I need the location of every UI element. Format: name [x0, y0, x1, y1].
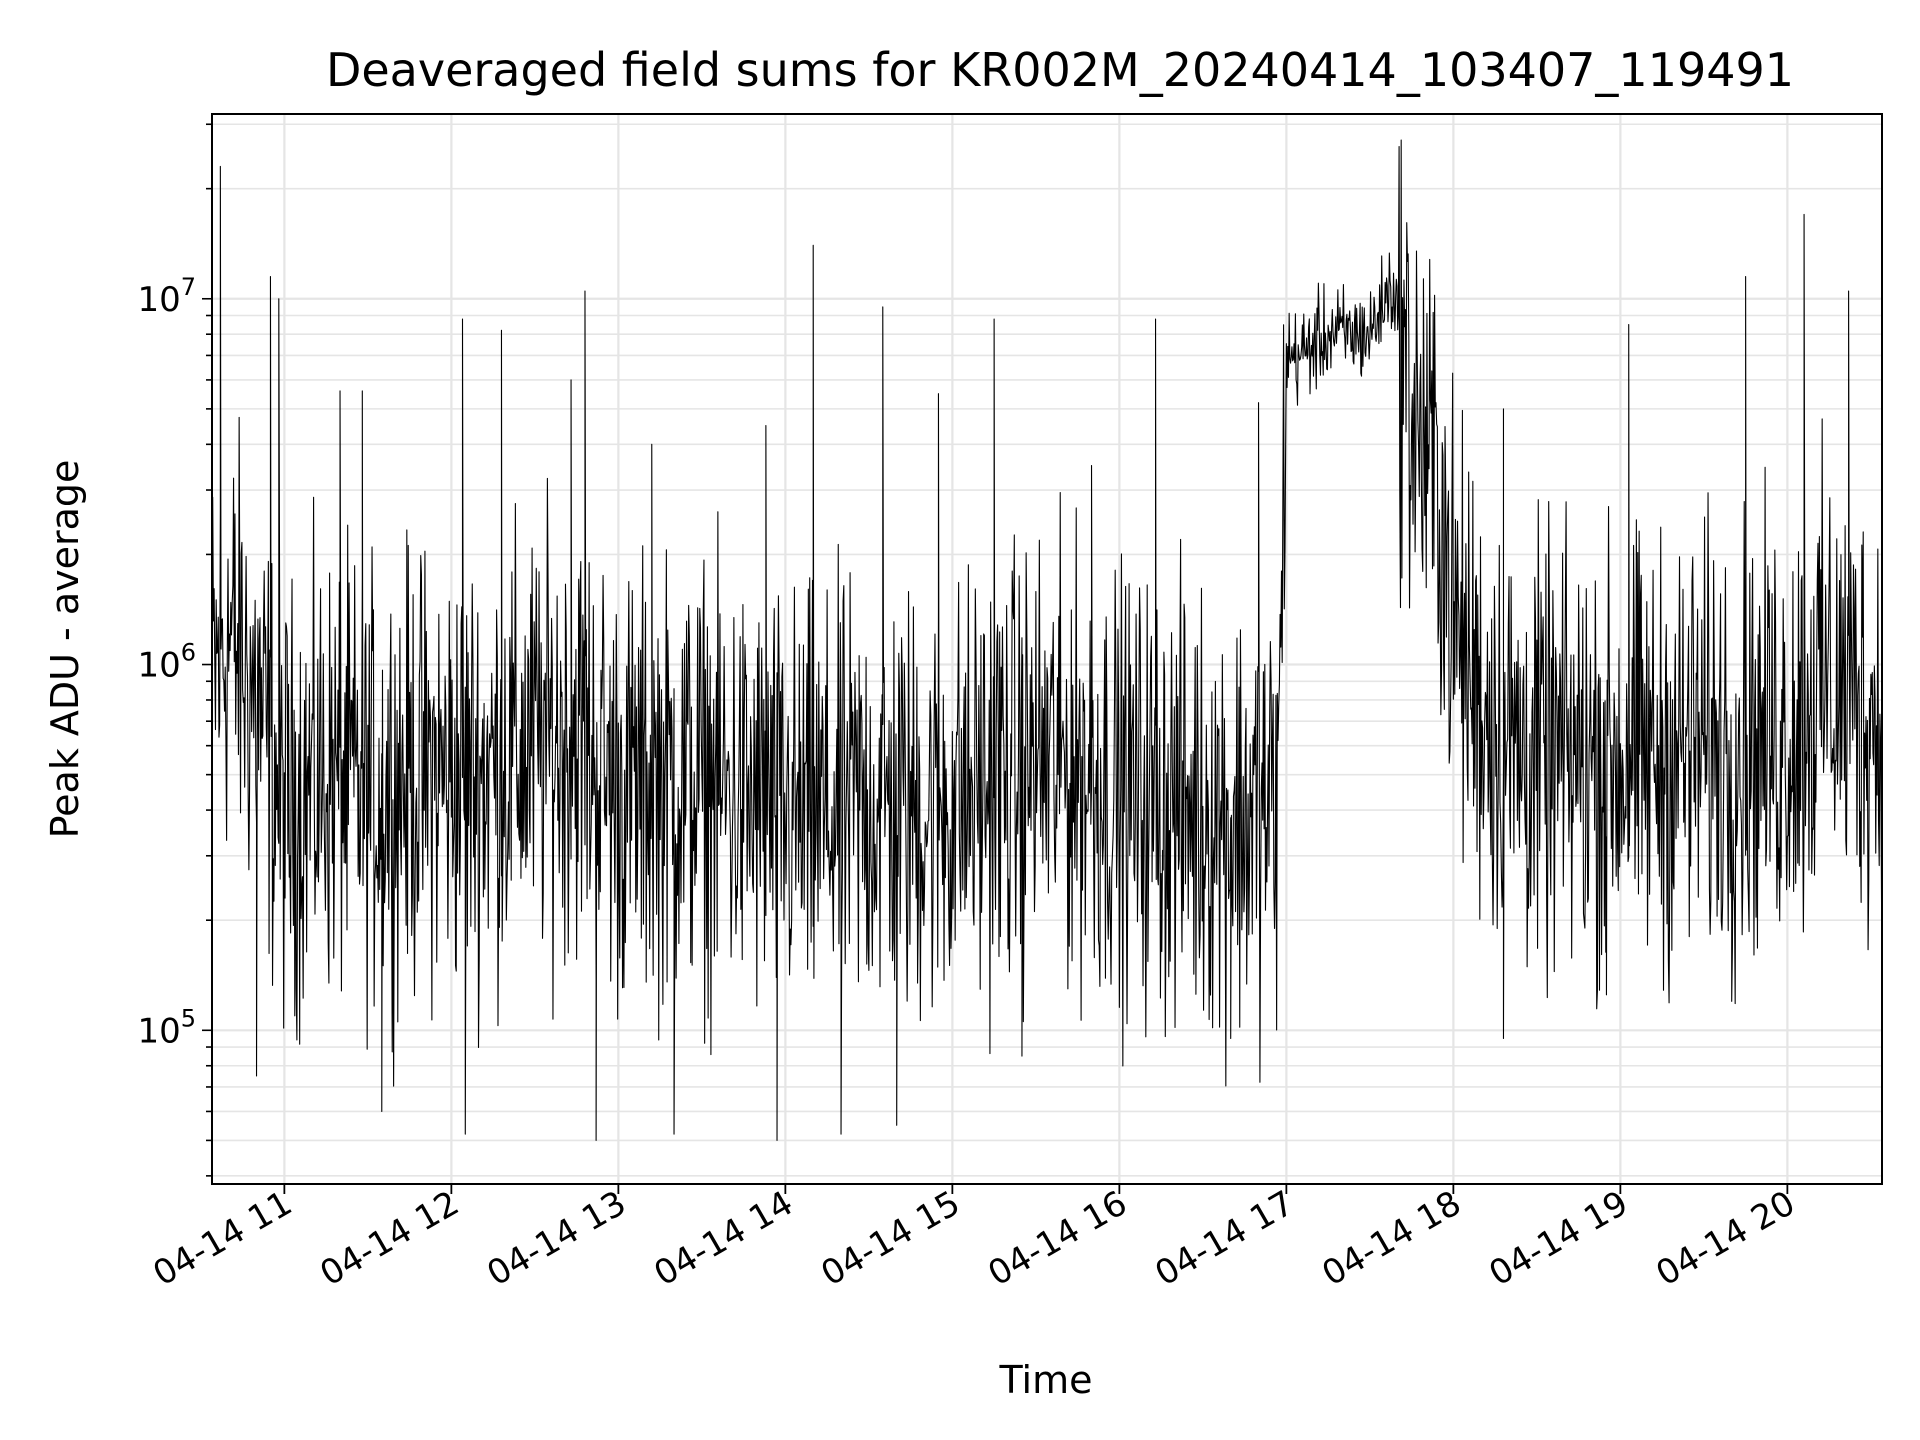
chart-title: Deaveraged field sums for KR002M_2024041…	[326, 43, 1794, 97]
x-tick-label: 04-14 19	[1482, 1183, 1634, 1294]
x-tick-label: 04-14 16	[981, 1183, 1133, 1294]
x-tick-label: 04-14 14	[647, 1183, 799, 1294]
x-tick-label: 04-14 13	[480, 1183, 632, 1294]
plot-frame	[211, 113, 1883, 1185]
y-tick-label: 105	[137, 1004, 196, 1051]
x-tick-label: 04-14 11	[146, 1183, 298, 1294]
y-axis-label: Peak ADU - average	[43, 460, 87, 839]
x-tick-label: 04-14 17	[1148, 1183, 1300, 1294]
x-axis-ticks: 04-14 11 04-14 12 04-14 13 04-14 14 04-14 15…	[146, 1183, 1801, 1294]
x-tick-label: 04-14 18	[1315, 1183, 1467, 1294]
y-axis-ticks: 105 106 107	[137, 123, 212, 1177]
x-tick-label: 04-14 12	[313, 1183, 465, 1294]
x-axis-label: Time	[999, 1358, 1093, 1402]
y-tick-label: 106	[137, 639, 196, 686]
series-group	[211, 139, 1883, 1141]
x-tick-label: 04-14 15	[814, 1183, 966, 1294]
x-tick-label: 04-14 20	[1649, 1183, 1801, 1294]
x-gridlines	[283, 114, 1789, 1184]
y-tick-label: 107	[137, 273, 196, 320]
series-line	[211, 139, 1883, 1141]
